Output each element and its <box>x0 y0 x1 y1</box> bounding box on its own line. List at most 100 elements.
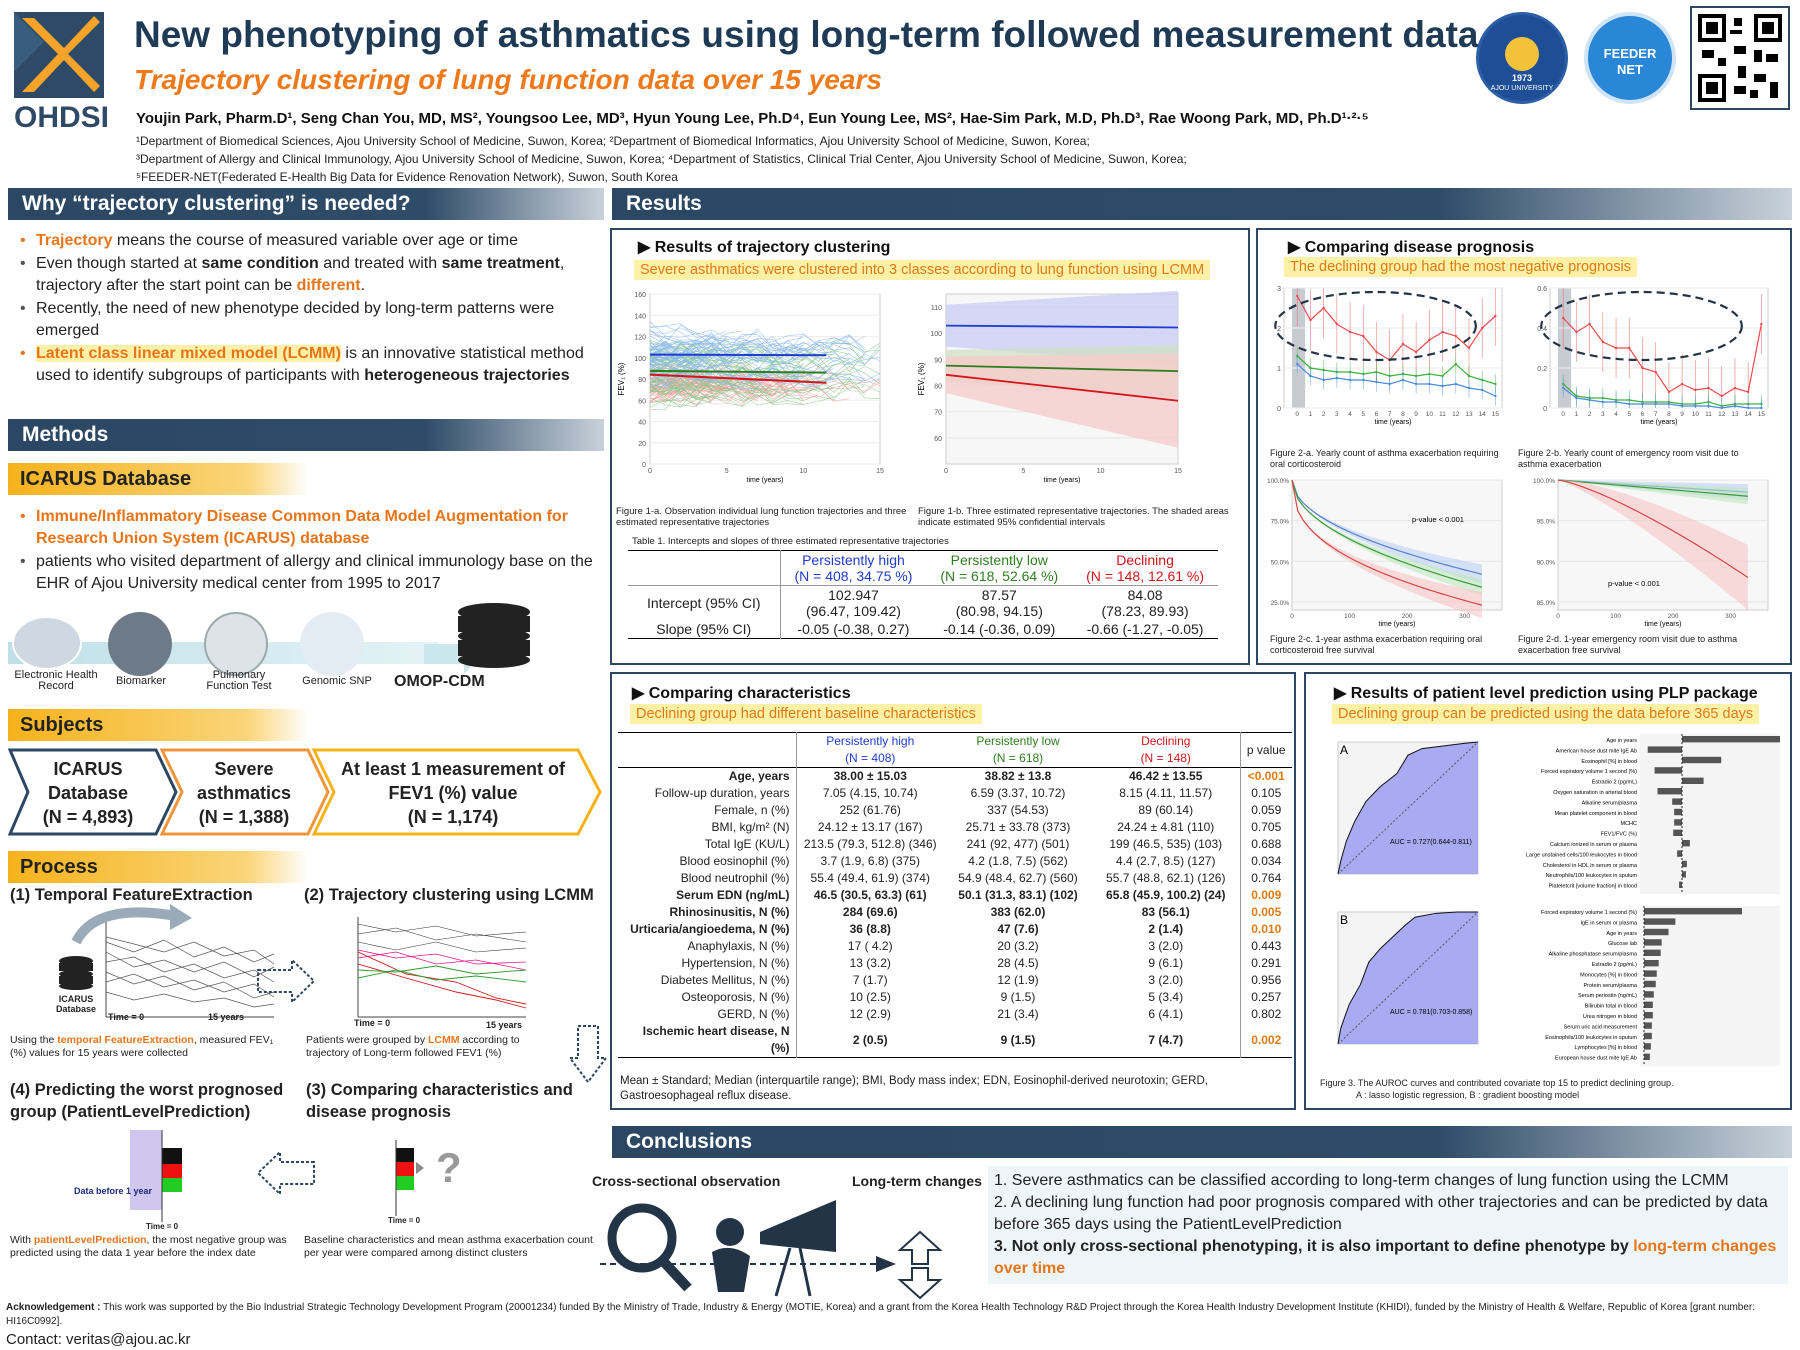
characteristics-cell: Blood eosinophil (%) <box>618 853 797 870</box>
y-tick-label: 0 <box>1277 406 1281 413</box>
x-tick-label: 9 <box>1680 411 1684 418</box>
affiliation-2: ³Department of Allergy and Clinical Immu… <box>136 152 1187 166</box>
cross-sectional-label: Cross-sectional observation <box>592 1173 781 1189</box>
mean-trajectory-1 <box>649 369 827 374</box>
data-point <box>1494 314 1497 318</box>
process-step-4: (4) Predicting the worst prognosed group… <box>10 1081 284 1121</box>
table1-row-intercept: Intercept (95% CI) 102.947 (96.47, 109.42… <box>628 585 1218 620</box>
mean-trajectory-0 <box>649 353 827 357</box>
step4-time0: Time = 0 <box>146 1222 179 1231</box>
icarus-bullet-1: Immune/Inflammatory Disease Common Data … <box>12 506 602 550</box>
covariate-bar <box>1644 918 1676 925</box>
x-axis-label: time (years) <box>1044 477 1081 484</box>
feeder-net-logo: FEEDER NET <box>1584 12 1676 104</box>
data-point <box>1441 384 1444 388</box>
characteristics-cell: Age, years <box>618 767 797 785</box>
data-point <box>1575 330 1578 334</box>
y-tick-label: 70 <box>934 410 942 417</box>
covariate-label: Age in years <box>1606 931 1637 937</box>
icarus-bullet-2: patients who visited department of aller… <box>12 551 602 595</box>
x-axis-label: time (years) <box>1375 419 1412 426</box>
data-point <box>1641 366 1644 370</box>
qr-code[interactable] <box>1690 6 1790 110</box>
survival-curve <box>1291 479 1483 575</box>
characteristics-cell: 4.4 (2.7, 8.5) (127) <box>1092 853 1241 870</box>
covariate-label: Bilirubin total in blood <box>1585 1004 1637 1010</box>
x-tick-label: 300 <box>1459 613 1470 620</box>
contact[interactable]: Contact: veritas@ajou.ac.kr <box>6 1331 191 1348</box>
series-line-2 <box>945 373 1179 402</box>
data-point <box>1760 406 1763 410</box>
y-tick-label: 75.0% <box>1271 519 1290 526</box>
data-point <box>1667 402 1671 406</box>
characteristics-panel: ▶ Comparing characteristics Declining gr… <box>610 672 1296 1110</box>
characteristics-cell: 21 (3.4) <box>997 1007 1039 1021</box>
subject-severe: Severe asthmatics (N = 1,388) <box>196 759 292 827</box>
figure-1a: 0 20 40 60 80 100 120 140 160 0 5 10 15 FEV₁ (%) time … <box>616 286 898 486</box>
y-tick-label: 90 <box>934 357 942 364</box>
data-point <box>1628 346 1631 350</box>
data-point <box>1441 374 1444 378</box>
trajectory-line <box>649 395 758 408</box>
y-tick-label: 0 <box>642 462 646 469</box>
y-tick-label: 100 <box>930 331 942 338</box>
characteristics-cell: Urticaria/angioedema, N (%) <box>618 921 797 938</box>
trajectory-line <box>649 370 835 393</box>
auc-label: AUC = 0.781(0.703-0.858) <box>1390 1009 1472 1016</box>
y-tick-label: 160 <box>634 292 646 299</box>
table1-caption: Table 1. Intercepts and slopes of three … <box>632 536 949 547</box>
data-point <box>1428 338 1431 342</box>
characteristics-cell: 9 (6.1) <box>1092 955 1241 972</box>
x-tick-label: 7 <box>1388 411 1392 418</box>
survival-curve <box>1557 479 1748 497</box>
characteristics-cell: 12 (2.9) <box>849 1007 891 1021</box>
covariate-bar <box>1644 939 1662 946</box>
data-point <box>1348 378 1352 382</box>
characteristics-cell: <0.001 <box>1247 769 1285 783</box>
icon-label-snp: Genomic SNP <box>302 675 372 687</box>
covariate-label: IgE in serum or plasma <box>1580 920 1637 926</box>
x-tick-label: 0 <box>648 468 652 475</box>
series-line-2 <box>1296 363 1496 397</box>
characteristics-cell: 0.009 <box>1251 888 1282 902</box>
characteristics-cell: Anaphylaxis, N (%) <box>618 938 797 955</box>
data-point <box>1296 294 1299 298</box>
x-tick-label: 200 <box>1402 613 1413 620</box>
conclusion-1: 1. Severe asthmatics can be classified a… <box>994 1172 1729 1189</box>
survival-ci-band <box>1292 480 1482 596</box>
y-tick-label: 3 <box>1277 286 1281 293</box>
conclusion-graphic <box>600 1200 943 1300</box>
covariate-bar <box>1644 1043 1651 1050</box>
characteristics-cell: Ischemic heart disease, N (%) <box>618 1023 797 1058</box>
trajectory-line <box>649 367 881 389</box>
trajectory-line <box>649 342 881 367</box>
x-tick-label: 11 <box>1439 411 1446 418</box>
characteristics-cell: 65.8 (45.9, 100.2) (24) <box>1092 887 1241 904</box>
trajectory-line <box>649 378 773 401</box>
subject-fev1: At least 1 measurement of FEV1 (%) value… <box>340 759 566 827</box>
step4-desc: With patientLevelPrediction, the most ne… <box>10 1234 287 1259</box>
covariate-bar <box>1644 960 1659 967</box>
trajectory-line <box>649 357 835 379</box>
data-point <box>1467 386 1471 390</box>
data-point <box>1414 350 1418 354</box>
covariate-bar <box>1682 860 1687 868</box>
x-tick-label: 1 <box>1309 411 1313 418</box>
trajectory-line <box>649 325 804 348</box>
poster-title: New phenotyping of asthmatics using long… <box>134 14 1479 55</box>
data-point <box>1480 378 1484 382</box>
ajou-text: AJOU UNIVERSITY <box>1490 85 1554 92</box>
qr-code-icon <box>1698 14 1782 102</box>
covariate-bar <box>1644 928 1669 936</box>
data-point <box>1707 404 1710 408</box>
characteristics-cell: 10 (2.5) <box>849 990 891 1004</box>
trajectory-line <box>649 380 712 403</box>
data-point <box>1720 406 1723 410</box>
characteristics-cell: 13 (3.2) <box>849 956 891 970</box>
characteristics-cell: 9 (1.5) <box>1000 990 1036 1004</box>
covariate-label: American house dust mite IgE Ab <box>1556 748 1637 754</box>
x-tick-label: 4 <box>1614 411 1618 418</box>
trajectory-line <box>649 343 712 366</box>
icon-label-biomarker: Biomarker <box>115 675 167 687</box>
data-point <box>1654 402 1657 406</box>
